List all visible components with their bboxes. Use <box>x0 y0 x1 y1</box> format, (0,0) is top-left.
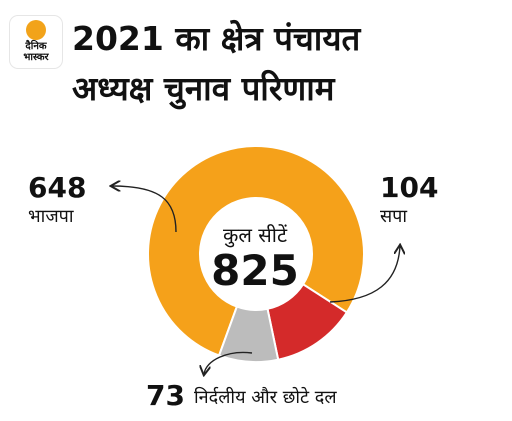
bjp-name-label: भाजपा <box>28 206 74 227</box>
sp-name-label: सपा <box>380 206 407 227</box>
donut-slices <box>147 145 365 363</box>
bjp-value-label: 648 <box>28 171 86 204</box>
others-pointer-arrow <box>204 351 253 374</box>
sun-icon <box>26 20 46 40</box>
page-title: 2021 का क्षेत्र पंचायत अध्यक्ष चुनाव परि… <box>72 14 502 114</box>
logo-text: दैनिक भास्कर <box>23 41 49 63</box>
title-line-1: 2021 का क्षेत्र पंचायत <box>72 19 361 58</box>
total-seats-value: 825 <box>211 246 299 295</box>
bjp-slice <box>147 145 365 357</box>
dainik-bhaskar-logo: दैनिक भास्कर <box>10 16 62 68</box>
center-label: कुल सीटें <box>223 223 288 248</box>
others-value-label: 73 <box>146 379 185 412</box>
others-slice <box>217 305 280 363</box>
bjp-pointer-arrow <box>112 186 177 233</box>
title-line-2: अध्यक्ष चुनाव परिणाम <box>72 69 335 108</box>
sp-pointer-arrow <box>329 246 400 303</box>
others-name-label: निर्दलीय और छोटे दल <box>194 386 337 408</box>
sp-value-label: 104 <box>380 171 438 204</box>
